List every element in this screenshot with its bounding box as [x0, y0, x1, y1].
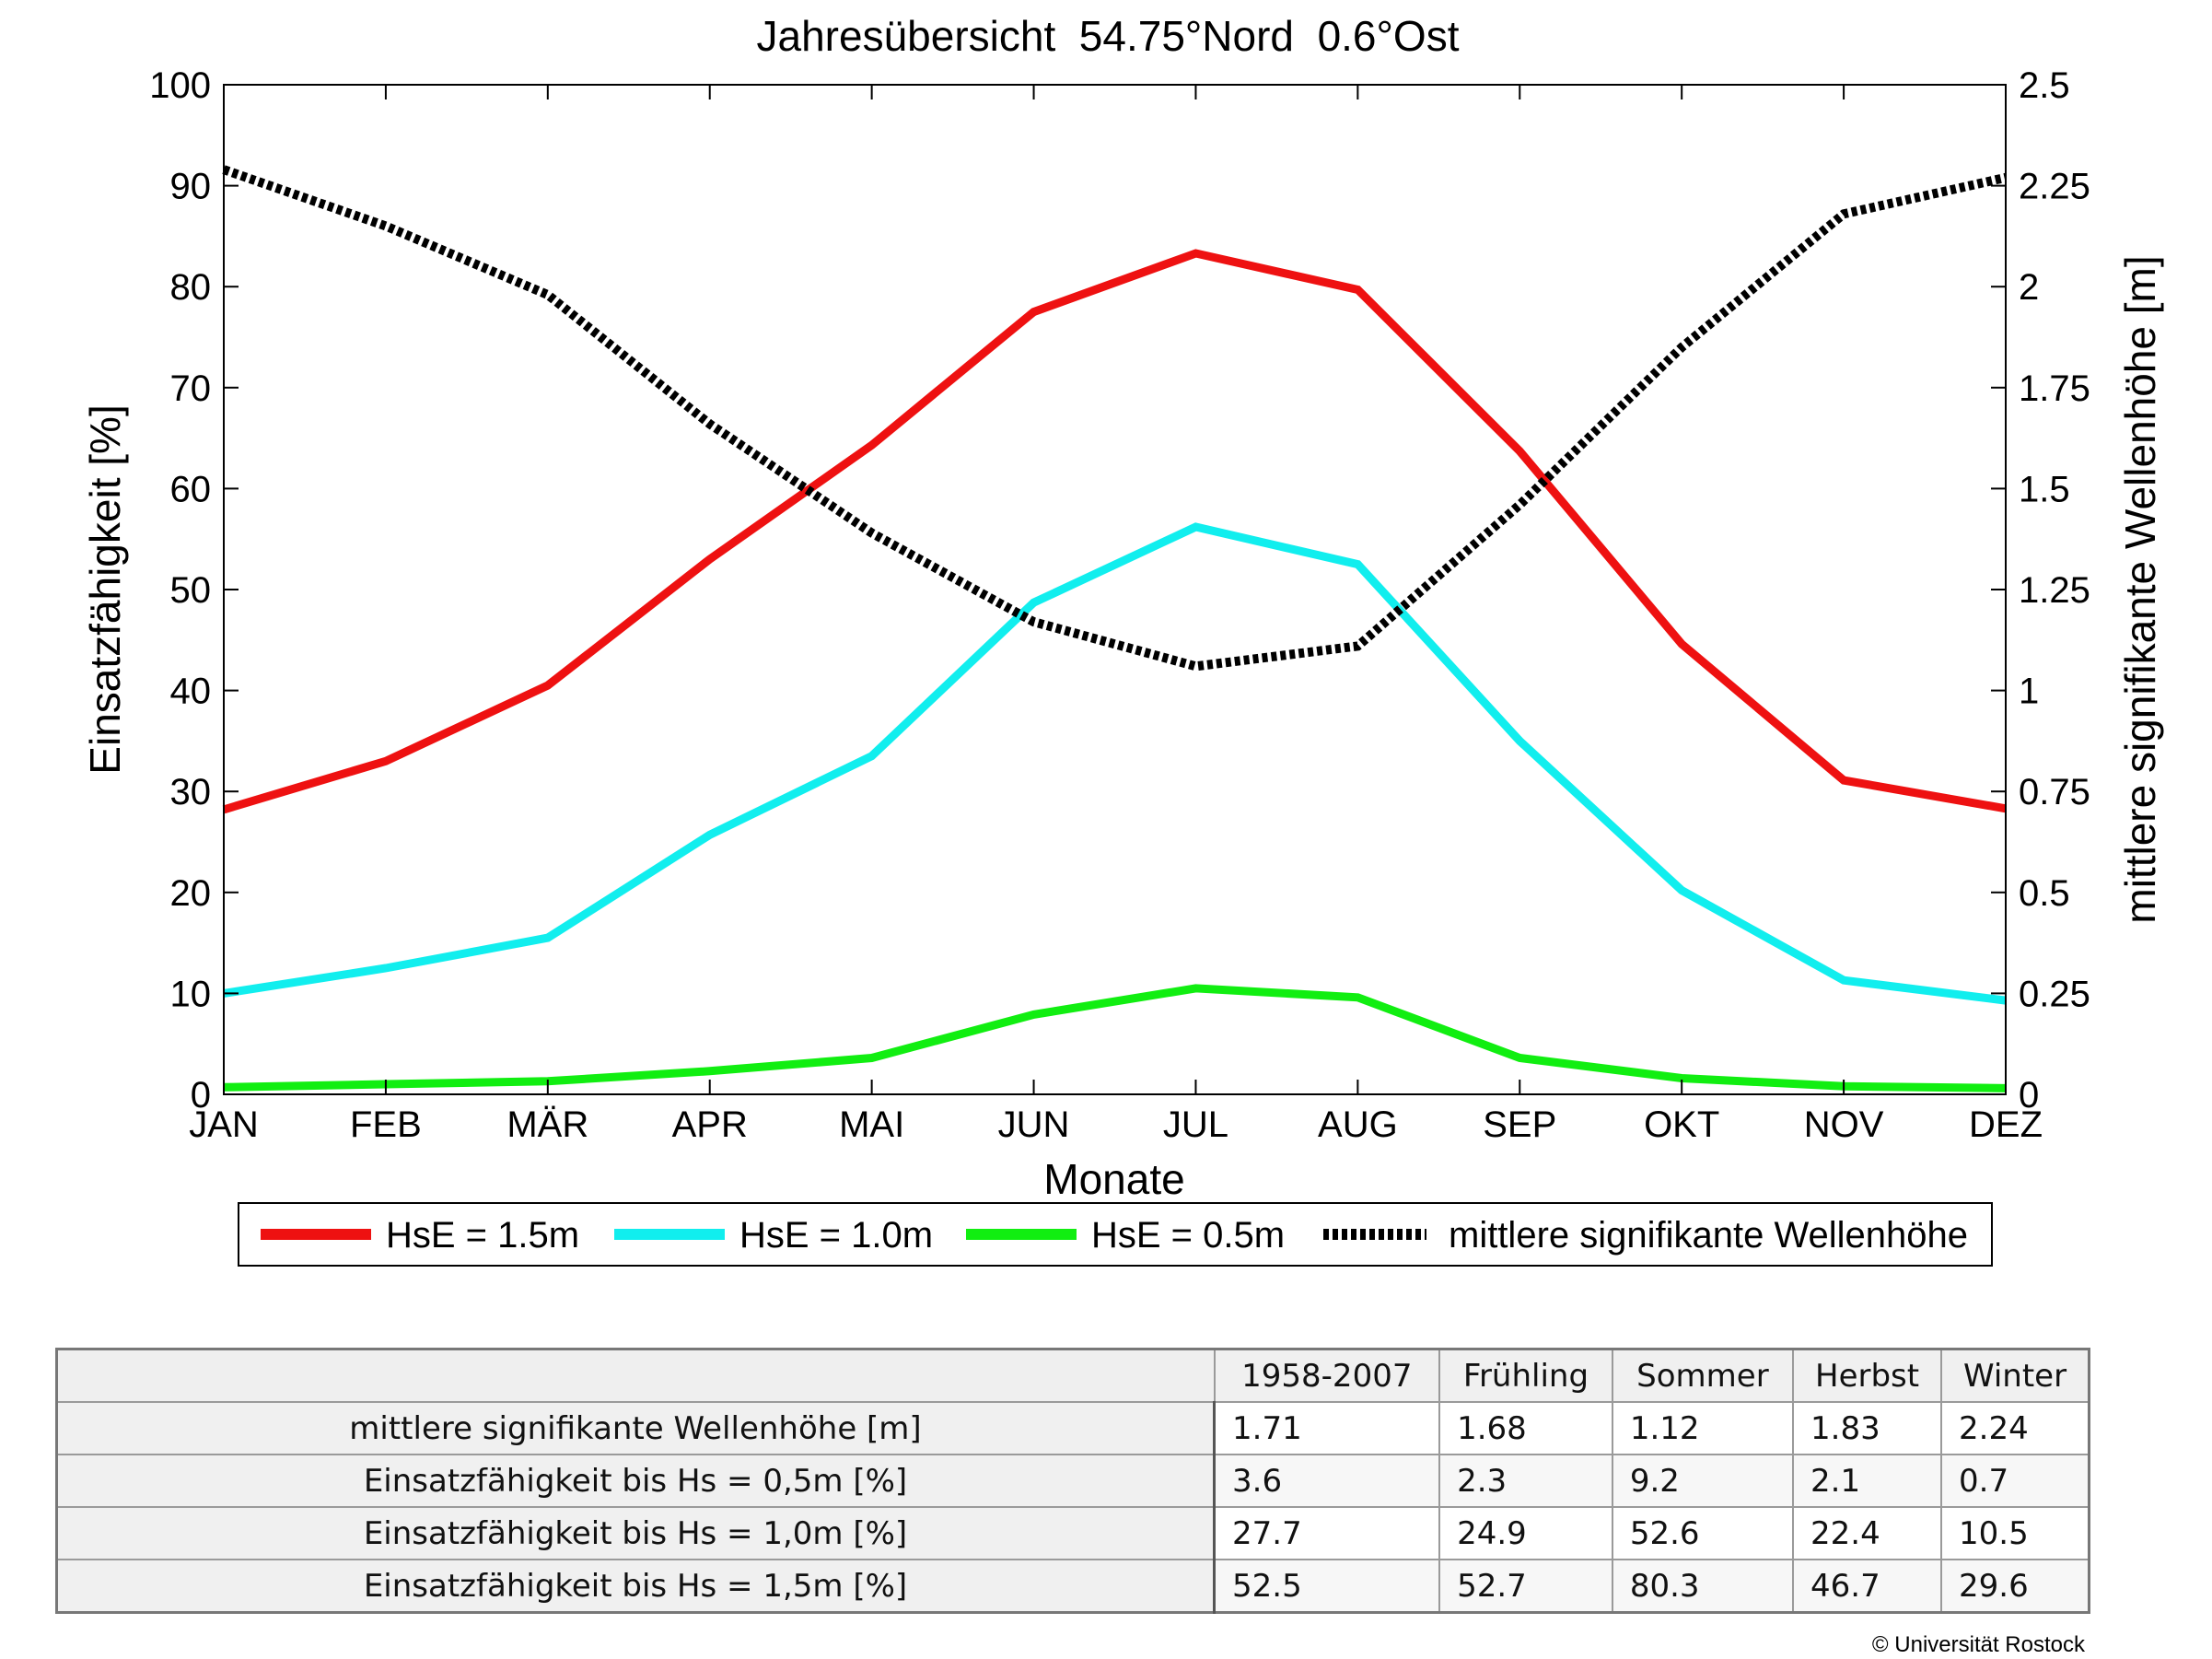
- x-axis-label: Monate: [1043, 1155, 1184, 1203]
- table-cell: 80.3: [1611, 1559, 1795, 1614]
- x-tick-label: AUG: [1318, 1104, 1398, 1145]
- legend-label: HsE = 0.5m: [1091, 1215, 1285, 1256]
- x-tick-label: JUL: [1163, 1104, 1228, 1145]
- legend-label: HsE = 1.5m: [386, 1215, 579, 1256]
- x-tick-label: DEZ: [1969, 1104, 2043, 1145]
- legend-label: mittlere signifikante Wellenhöhe: [1449, 1215, 1968, 1256]
- series-line-2: [223, 984, 2007, 1092]
- table-header-summer: Sommer: [1611, 1348, 1795, 1403]
- table-cell: 2.3: [1438, 1454, 1613, 1508]
- series-line-3: [222, 165, 2008, 672]
- table-cell: 2.24: [1940, 1401, 2090, 1455]
- row-label: Einsatzfähigkeit bis Hs = 1,0m [%]: [55, 1506, 1216, 1560]
- x-tick-label: SEP: [1483, 1104, 1556, 1145]
- y2-tick-label: 2.5: [2019, 65, 2070, 106]
- table-cell: 52.5: [1213, 1559, 1441, 1614]
- y2-tick-label: 0.75: [2019, 772, 2090, 812]
- legend: HsE = 1.5m HsE = 1.0m HsE = 0.5m mittlere s…: [238, 1202, 1993, 1267]
- table-cell: 1.71: [1213, 1401, 1441, 1455]
- table-cell: 52.7: [1438, 1559, 1613, 1614]
- table-cell: 0.7: [1940, 1454, 2090, 1508]
- y2-tick-label: 1.25: [2019, 570, 2090, 611]
- table-cell: 2.1: [1792, 1454, 1943, 1508]
- table-cell: 52.6: [1611, 1506, 1795, 1560]
- y-tick-label: 10: [170, 974, 212, 1014]
- y-tick-label: 30: [170, 772, 212, 812]
- y2-tick-label: 0: [2019, 1075, 2039, 1116]
- table-row: Einsatzfähigkeit bis Hs = 1,0m [%] 27.7 …: [55, 1506, 2090, 1560]
- table-header-autumn: Herbst: [1792, 1348, 1943, 1403]
- y2-tick-label: 0.25: [2019, 974, 2090, 1014]
- row-label: Einsatzfähigkeit bis Hs = 0,5m [%]: [55, 1454, 1216, 1508]
- table-corner-cell: [55, 1348, 1216, 1403]
- table-cell: 9.2: [1611, 1454, 1795, 1508]
- y-tick-label: 100: [149, 65, 211, 106]
- x-tick-label: NOV: [1804, 1104, 1884, 1145]
- axis-ticks: 0 10 20 30 40 50 60 70 80 90 100 0 0.25 0.5 0.75 1 1.25 1…: [149, 65, 2090, 1145]
- series-line-0: [222, 249, 2007, 814]
- table-row: Einsatzfähigkeit bis Hs = 1,5m [%] 52.5 …: [55, 1559, 2090, 1614]
- row-label: mittlere signifikante Wellenhöhe [m]: [55, 1401, 1216, 1455]
- legend-label: HsE = 1.0m: [739, 1215, 933, 1256]
- table-header-spring: Frühling: [1438, 1348, 1613, 1403]
- x-tick-label: JAN: [189, 1104, 259, 1145]
- y-tick-label: 70: [170, 368, 212, 409]
- table-cell: 1.68: [1438, 1401, 1613, 1455]
- y-tick-label: 80: [170, 267, 212, 308]
- x-tick-label: MÄR: [506, 1104, 588, 1145]
- table-cell: 24.9: [1438, 1506, 1613, 1560]
- y-tick-label: 90: [170, 167, 212, 207]
- chart: Jahresübersicht 54.75°Nord 0.6°Ost 01020…: [81, 12, 2164, 1267]
- series-layer: [222, 165, 2008, 1092]
- y2-tick-label: 1.5: [2019, 469, 2070, 509]
- y2-axis-label: mittlere signifikante Wellenhöhe [m]: [2116, 255, 2164, 923]
- statistics-table: 1958-2007 Frühling Sommer Herbst Winter …: [55, 1348, 2090, 1614]
- plot-frame: [223, 84, 2007, 1095]
- x-tick-label: MAI: [839, 1104, 904, 1145]
- copyright-notice: © Universität Rostock: [1871, 1632, 2085, 1657]
- table-cell: 46.7: [1792, 1559, 1943, 1614]
- y2-tick-label: 2.25: [2019, 167, 2090, 207]
- y-tick-label: 50: [170, 570, 212, 611]
- x-tick-label: JUN: [998, 1104, 1070, 1145]
- y2-tick-label: 1: [2019, 672, 2039, 712]
- table-cell: 1.12: [1611, 1401, 1795, 1455]
- y-tick-label: 40: [170, 672, 212, 712]
- row-label: Einsatzfähigkeit bis Hs = 1,5m [%]: [55, 1559, 1216, 1614]
- y-tick-label: 60: [170, 469, 212, 509]
- table-header-winter: Winter: [1940, 1348, 2090, 1403]
- table-cell: 1.83: [1792, 1401, 1943, 1455]
- table-row: mittlere signifikante Wellenhöhe [m] 1.7…: [55, 1401, 2090, 1455]
- y2-tick-label: 0.5: [2019, 873, 2070, 914]
- x-tick-label: FEB: [350, 1104, 422, 1145]
- y2-tick-label: 1.75: [2019, 368, 2090, 409]
- y-axis-label: Einsatzfähigkeit [%]: [81, 404, 129, 774]
- x-tick-label: OKT: [1644, 1104, 1719, 1145]
- table-cell: 10.5: [1940, 1506, 2090, 1560]
- table-cell: 22.4: [1792, 1506, 1943, 1560]
- y-tick-label: 0: [191, 1075, 211, 1116]
- y-tick-label: 20: [170, 873, 212, 914]
- series-line-1: [223, 522, 2007, 1005]
- table-cell: 27.7: [1213, 1506, 1441, 1560]
- y2-tick-label: 2: [2019, 267, 2039, 308]
- chart-title: Jahresübersicht 54.75°Nord 0.6°Ost: [757, 12, 1460, 60]
- table-cell: 29.6: [1940, 1559, 2090, 1614]
- table-row: Einsatzfähigkeit bis Hs = 0,5m [%] 3.6 2…: [55, 1454, 2090, 1508]
- legend-box: [238, 1202, 1993, 1267]
- table-header-period: 1958-2007: [1213, 1348, 1441, 1403]
- table-header-row: 1958-2007 Frühling Sommer Herbst Winter: [55, 1348, 2090, 1403]
- x-tick-label: APR: [672, 1104, 748, 1145]
- table-cell: 3.6: [1213, 1454, 1441, 1508]
